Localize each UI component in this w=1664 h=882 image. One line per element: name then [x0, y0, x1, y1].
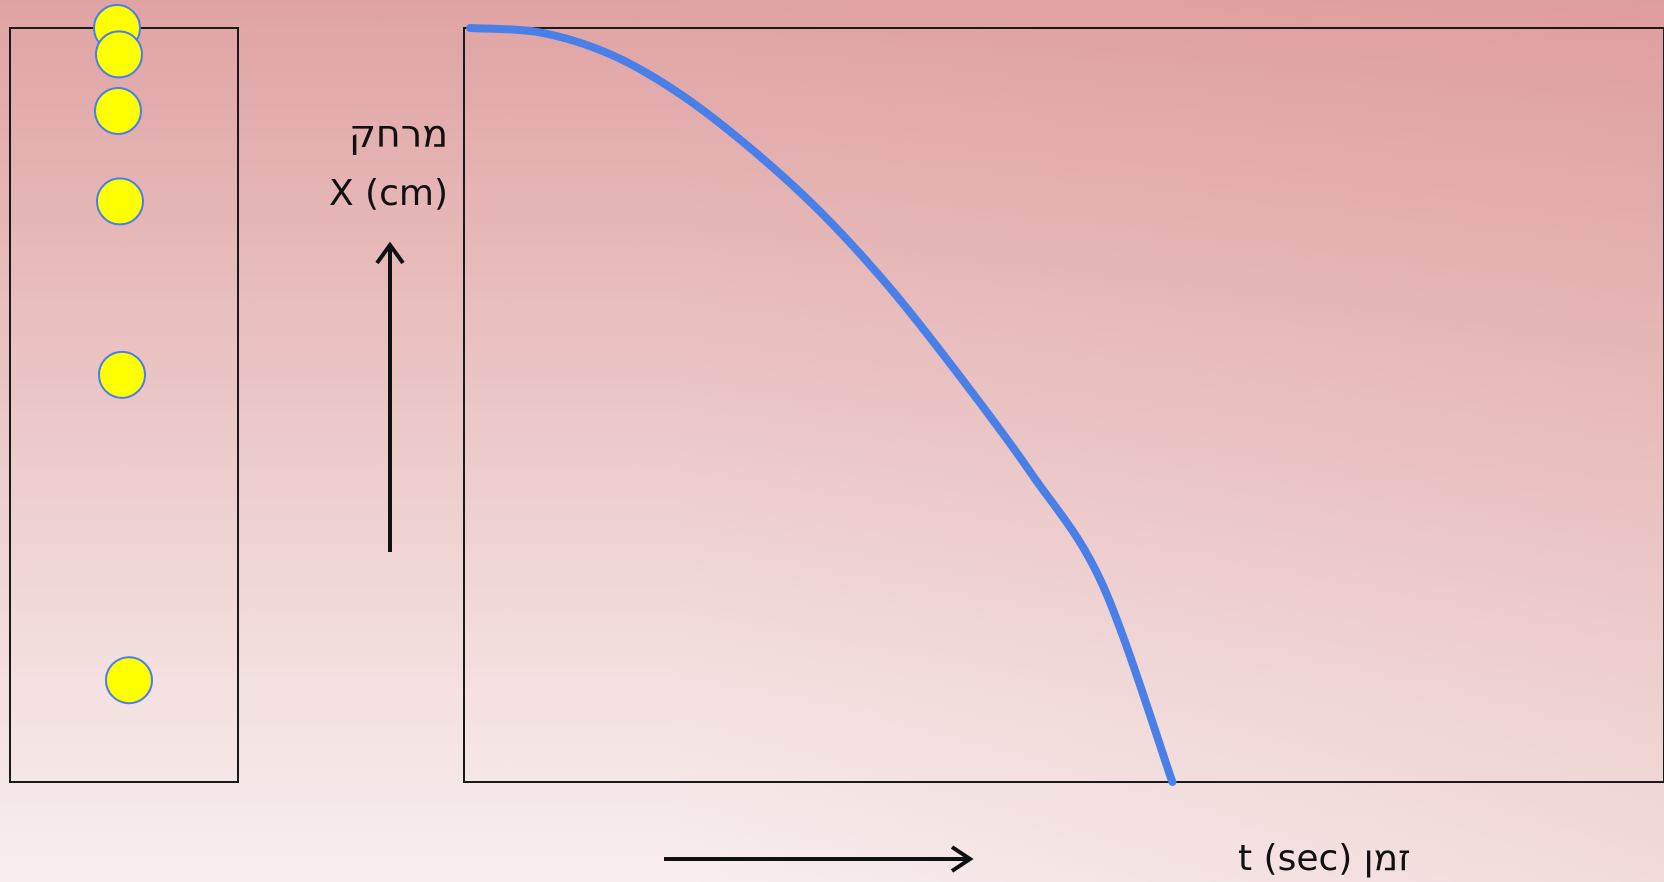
ball-positions: [93, 4, 153, 705]
ball-6: [105, 656, 153, 705]
ball-5: [98, 350, 146, 399]
x-axis-arrowhead-icon: [950, 845, 974, 873]
plot-area-frame: [463, 27, 1664, 783]
ball-3: [94, 86, 142, 135]
x-axis-label: זמן t (sec): [1238, 838, 1411, 879]
ball-2: [95, 30, 143, 79]
y-axis-label: X (cm): [329, 173, 448, 214]
series-line-distance: [466, 24, 1177, 786]
y-axis-label-hebrew: מרחק: [349, 112, 448, 156]
y-axis-arrowhead-icon: [375, 241, 405, 265]
ball-4: [96, 177, 144, 226]
